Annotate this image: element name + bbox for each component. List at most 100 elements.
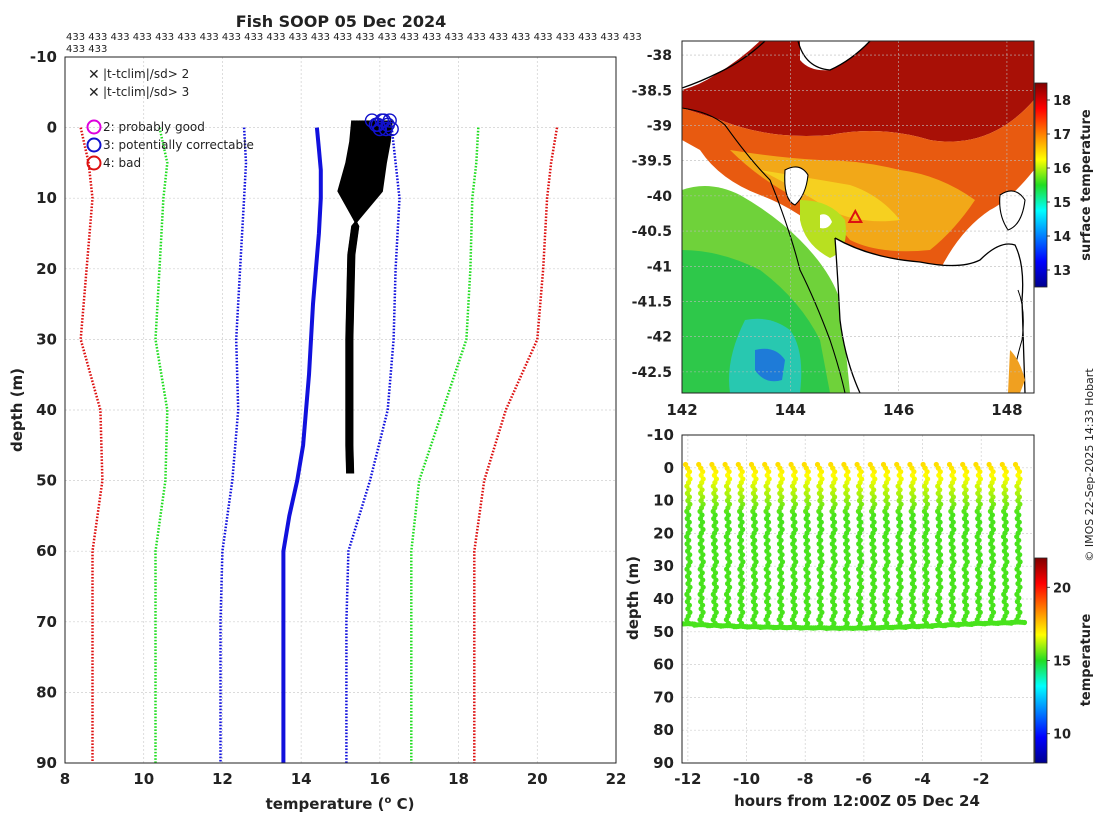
map-panel: 142 144 146 148 -38 -38.5 -39 -39.5 -40 -40.5 -41 -… (632, 40, 1094, 419)
id-list: 433 433 433 433 433 433 433 433 433 433 … (66, 32, 642, 43)
profile-line-mean-1-sd (219, 127, 248, 763)
timeseries-ytick-label: 30 (653, 557, 674, 575)
profile-line-mean-3-sd (79, 127, 104, 763)
profile-ytick-label: -10 (30, 48, 57, 66)
timeseries-ylabel: depth (m) (624, 556, 642, 640)
profile-ytick-label: 80 (36, 683, 57, 701)
map-ytick-label: -41.5 (632, 294, 672, 310)
observed-profile (345, 120, 393, 474)
qc3-marker (382, 113, 397, 128)
timeseries-ytick-label: 60 (653, 656, 674, 674)
timeseries-ytick-label: 70 (653, 688, 674, 706)
map-ytick-label: -42 (647, 330, 672, 346)
qc-markers (364, 113, 399, 137)
profile-series (79, 127, 559, 763)
profile-xtick-label: 14 (291, 770, 312, 788)
timeseries-xtick-label: -12 (674, 770, 701, 788)
map-ytick-label: -38.5 (632, 83, 672, 99)
qc3-marker (384, 121, 399, 137)
timeseries-ytick-label: 20 (653, 524, 674, 542)
svg-text:3: potentially correctable: 3: potentially correctable (103, 138, 254, 152)
timeseries-ytick-label: 0 (664, 459, 674, 477)
timeseries-ytick-label: 40 (653, 590, 674, 608)
map-ytick-label: -40 (647, 189, 673, 205)
timeseries-ticks: -12 -10 -8 -6 -4 -2 -10 0 10 20 30 40 50 60 70 80 90 (647, 426, 990, 788)
timeseries-xtick-label: -2 (973, 770, 990, 788)
profile-ticks: 8 10 12 14 16 18 20 22 -10 0 10 20 30 40 50 60 70 80 90 (30, 48, 627, 788)
temperature-colorbar-ticks: 10 15 20 (1047, 581, 1071, 743)
timeseries-ytick-label: 50 (653, 623, 674, 641)
qc3-marker (378, 121, 393, 137)
svg-text:|t-tclim|/sd> 3: |t-tclim|/sd> 3 (103, 85, 189, 99)
timeseries-xtick-label: -10 (733, 770, 760, 788)
credit-text: © IMOS 22-Sep-2025 14:33 Hobart (1083, 368, 1096, 562)
svg-text:4: bad: 4: bad (103, 156, 141, 170)
sst-colorbar-tick-label: 17 (1053, 128, 1071, 143)
timeseries-ytick-label: 10 (653, 492, 674, 510)
ship-position-marker (847, 208, 863, 223)
svg-text:2: probably good: 2: probably good (103, 120, 205, 134)
temperature-colorbar (1034, 557, 1048, 764)
legend-qc2: 2: probably good (86, 119, 205, 135)
sst-colorbar (1034, 82, 1048, 288)
sst-colorbar-label: surface temperature (1079, 109, 1094, 261)
profile-ytick-label: 0 (47, 119, 57, 137)
profile-line-climatology-mean (281, 127, 323, 763)
profile-ytick-label: 30 (36, 330, 57, 348)
timeseries-xtick-label: -8 (797, 770, 814, 788)
timeseries-xtick-label: -6 (856, 770, 873, 788)
map-ytick-label: -39.5 (632, 154, 672, 170)
sst-field (682, 41, 1034, 393)
map-xtick-label: 142 (666, 401, 697, 419)
legend-flag-3sd: ✕ |t-tclim|/sd> 3 (88, 85, 189, 101)
profile-ytick-label: 40 (36, 401, 57, 419)
profile-xtick-label: 16 (369, 770, 390, 788)
cast-bottom-point (1021, 619, 1028, 626)
legend-qc4: 4: bad (86, 155, 141, 171)
sst-colorbar-tick-label: 13 (1053, 264, 1071, 279)
figure-title: Fish SOOP 05 Dec 2024 (236, 12, 446, 31)
profile-ytick-label: 10 (36, 189, 57, 207)
map-ytick-label: -41 (647, 259, 672, 275)
map-ytick-label: -42.5 (632, 365, 672, 381)
profile-xtick-label: 22 (606, 770, 627, 788)
sst-colorbar-tick-label: 15 (1053, 196, 1071, 211)
legend: ✕ |t-tclim|/sd> 2 ✕ |t-tclim|/sd> 3 2: p… (86, 67, 254, 171)
map-ytick-label: -39 (647, 118, 672, 134)
profile-line-mean-2-sd (410, 127, 480, 763)
sst-colorbar-tick-label: 14 (1053, 230, 1071, 245)
profile-xlabel: temperature (o C) (266, 795, 415, 813)
map-xtick-label: 146 (883, 401, 914, 419)
profile-ytick-label: 70 (36, 613, 57, 631)
profile-ytick-label: 20 (36, 260, 57, 278)
observed-profiles (337, 120, 393, 474)
sst-colorbar-ticks: 13 14 15 16 17 18 (1047, 94, 1071, 279)
legend-qc3: 3: potentially correctable (86, 137, 254, 153)
map-ytick-label: -40.5 (632, 224, 672, 240)
svg-text:|t-tclim|/sd> 2: |t-tclim|/sd> 2 (103, 67, 189, 81)
temperature-colorbar-tick-label: 10 (1053, 728, 1071, 743)
sst-colorbar-tick-label: 16 (1053, 162, 1071, 177)
id-list-2: 433 433 (66, 44, 107, 55)
profile-ylabel: depth (m) (8, 368, 26, 452)
profile-ytick-label: 50 (36, 472, 57, 490)
timeseries-xlabel: hours from 12:00Z 05 Dec 24 (734, 792, 980, 810)
timeseries-panel: -12 -10 -8 -6 -4 -2 -10 0 10 20 30 40 50 60 70 80 90 hou… (624, 426, 1094, 810)
profile-ytick-label: 90 (36, 754, 57, 772)
qc3-marker (374, 113, 390, 128)
profile-line-mean-1-sd (345, 127, 401, 763)
temperature-colorbar-tick-label: 20 (1053, 581, 1071, 596)
timeseries-ytick-label: 90 (653, 754, 674, 772)
legend-flag-2sd: ✕ |t-tclim|/sd> 2 (88, 67, 189, 83)
profile-ytick-label: 60 (36, 542, 57, 560)
temperature-colorbar-tick-label: 15 (1053, 655, 1071, 670)
profile-panel: 8 10 12 14 16 18 20 22 -10 0 10 20 30 40 50 60 70 80 90 ✕ … (8, 48, 626, 813)
profile-xtick-label: 8 (60, 770, 70, 788)
profile-xtick-label: 10 (133, 770, 154, 788)
timeseries-points (682, 461, 1028, 632)
profile-xtick-label: 20 (527, 770, 548, 788)
timeseries-ytick-label: 80 (653, 721, 674, 739)
map-grid (682, 41, 1034, 393)
profile-xtick-label: 12 (212, 770, 233, 788)
